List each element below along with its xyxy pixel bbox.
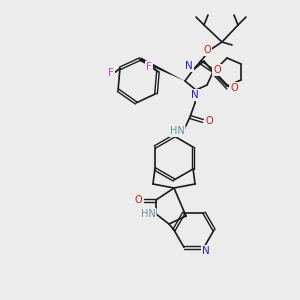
Text: HN: HN	[141, 209, 155, 219]
Text: O: O	[230, 83, 238, 93]
Text: O: O	[205, 116, 213, 126]
Polygon shape	[139, 57, 185, 81]
Text: O: O	[203, 45, 211, 55]
Text: N: N	[191, 90, 199, 100]
Text: N: N	[191, 90, 199, 100]
Text: F: F	[108, 68, 114, 78]
Text: O: O	[230, 83, 238, 93]
Text: O: O	[203, 45, 211, 55]
Text: F: F	[146, 62, 152, 72]
Text: F: F	[108, 68, 114, 78]
Text: O: O	[213, 65, 221, 75]
Text: HN: HN	[169, 126, 184, 136]
Text: N: N	[202, 246, 210, 256]
Text: F: F	[146, 62, 152, 72]
Text: O: O	[134, 195, 142, 205]
Text: N: N	[185, 61, 193, 71]
Text: N: N	[185, 61, 193, 71]
Text: HN: HN	[169, 126, 184, 136]
Text: HN: HN	[141, 209, 155, 219]
Text: O: O	[205, 116, 213, 126]
Text: N: N	[202, 246, 210, 256]
Text: O: O	[213, 65, 221, 75]
Text: O: O	[134, 195, 142, 205]
